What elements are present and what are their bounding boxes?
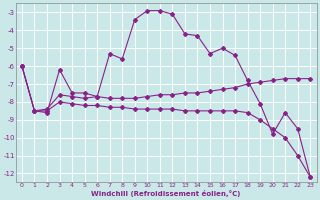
X-axis label: Windchill (Refroidissement éolien,°C): Windchill (Refroidissement éolien,°C): [92, 190, 241, 197]
